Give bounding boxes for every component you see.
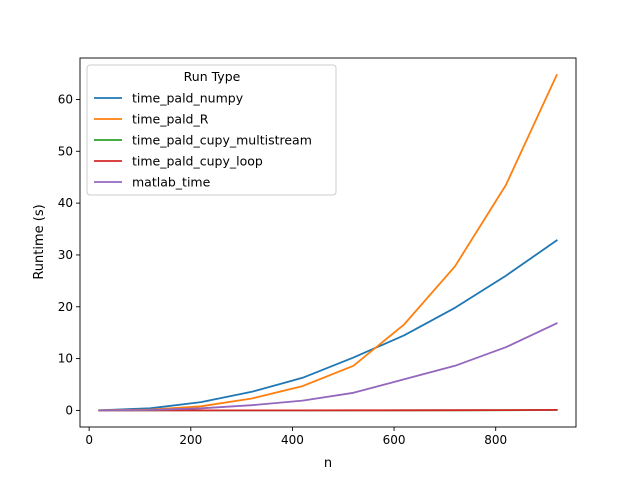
series-lines xyxy=(98,73,558,412)
y-tick-label: 10 xyxy=(58,352,73,366)
legend-label-time_pald_cupy_loop: time_pald_cupy_loop xyxy=(132,154,263,169)
axes: 0 200 400 600 800 0 10 20 30 40 50 60 xyxy=(58,57,577,447)
y-tick-label: 60 xyxy=(58,92,73,106)
y-tick-label: 20 xyxy=(58,300,73,314)
legend-label-time_pald_cupy_multistream: time_pald_cupy_multistream xyxy=(132,133,312,148)
x-axis-label: n xyxy=(324,456,332,471)
series-line-time_pald_numpy xyxy=(98,239,558,412)
legend-label-matlab_time: matlab_time xyxy=(132,175,211,190)
legend: Run Type time_pald_numpytime_pald_Rtime_… xyxy=(86,64,337,196)
y-tick-label: 30 xyxy=(58,248,73,262)
legend-box xyxy=(86,64,337,196)
series-line-time_pald_R xyxy=(98,73,558,412)
axes-frame xyxy=(79,57,577,428)
x-tick-label: 600 xyxy=(383,433,406,447)
legend-title: Run Type xyxy=(184,69,241,84)
legend-label-time_pald_numpy: time_pald_numpy xyxy=(132,91,244,106)
legend-items: time_pald_numpy time_pald_R time_pald_cupy… xyxy=(94,91,312,190)
series-line-time_pald_cupy_loop xyxy=(98,408,558,412)
x-tick-label: 200 xyxy=(179,433,202,447)
y-tick-label: 40 xyxy=(58,196,73,210)
x-tick-label: 400 xyxy=(281,433,304,447)
y-tick-label: 50 xyxy=(58,144,73,158)
x-tick-label: 800 xyxy=(484,433,507,447)
y-axis-label: Runtime (s) xyxy=(32,204,47,279)
series-line-matlab_time xyxy=(98,322,558,412)
y-tick-label: 0 xyxy=(65,403,73,417)
legend-label-time_pald_R: time_pald_R xyxy=(132,112,209,127)
x-tick-label: 0 xyxy=(85,433,93,447)
